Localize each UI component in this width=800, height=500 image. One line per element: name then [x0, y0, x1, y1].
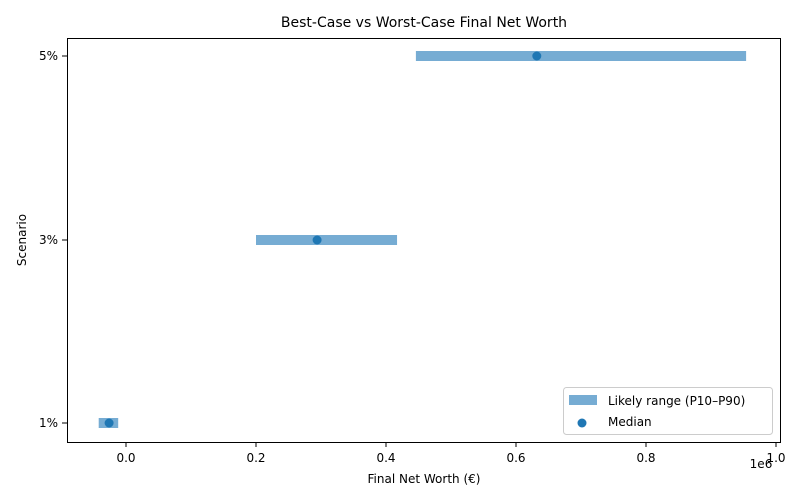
- x-axis-label: Final Net Worth (€): [368, 472, 481, 486]
- y-tick-label: 1%: [39, 416, 58, 430]
- legend-median-marker: [577, 418, 587, 428]
- y-axis: 1% 3% 5%: [39, 49, 67, 430]
- median-dot: [312, 235, 322, 245]
- y-axis-label: Scenario: [15, 214, 29, 266]
- x-axis: 0.0 0.2 0.4 0.6 0.8 1.0: [116, 442, 786, 465]
- legend: Likely range (P10–P90) Median: [563, 387, 773, 435]
- range-bar: [256, 235, 398, 245]
- x-tick-label: 0.0: [116, 451, 135, 465]
- x-tick-label: 0.6: [506, 451, 525, 465]
- x-tick-label: 0.2: [246, 451, 265, 465]
- y-tick-label: 5%: [39, 49, 58, 63]
- x-tick-label: 1.0: [766, 451, 785, 465]
- x-tick-label: 0.8: [636, 451, 655, 465]
- median-dot: [104, 418, 114, 428]
- median-dot: [532, 51, 542, 61]
- plot-frame: [67, 38, 781, 443]
- legend-range-swatch: [569, 395, 597, 405]
- median-dots: [104, 51, 542, 428]
- legend-range-label: Likely range (P10–P90): [608, 394, 745, 408]
- chart-title: Best-Case vs Worst-Case Final Net Worth: [281, 15, 567, 31]
- x-offset-label: 1e6: [750, 457, 773, 471]
- y-tick-label: 3%: [39, 233, 58, 247]
- x-tick-label: 0.4: [376, 451, 395, 465]
- range-bar: [415, 51, 747, 61]
- range-bars: [98, 51, 747, 428]
- legend-median-label: Median: [608, 415, 652, 429]
